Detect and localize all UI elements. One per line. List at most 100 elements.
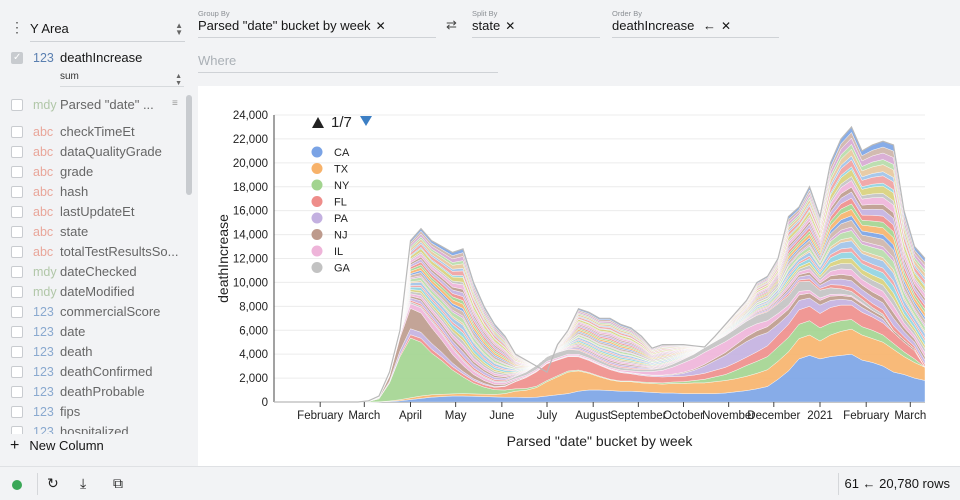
- y-tick-label: 24,000: [233, 110, 268, 122]
- column-checkbox[interactable]: [11, 48, 23, 68]
- y-tick-label: 22,000: [233, 134, 268, 146]
- inactive-column-row[interactable]: 123 commercialScore: [0, 302, 186, 322]
- inactive-column-row[interactable]: abc grade: [0, 162, 186, 182]
- column-type: mdy: [33, 265, 57, 279]
- x-tick-label: October: [663, 410, 704, 422]
- inactive-column-row[interactable]: 123 deathProbable: [0, 382, 186, 402]
- y-tick-label: 12,000: [233, 254, 268, 266]
- legend-next-icon[interactable]: [360, 116, 372, 126]
- column-type: abc: [33, 145, 54, 159]
- plugin-selector-label: Y Area: [30, 21, 69, 36]
- column-name: dateChecked: [60, 264, 137, 279]
- new-column-button[interactable]: + New Column: [10, 438, 104, 454]
- column-type: 123: [33, 305, 54, 319]
- column-checkbox[interactable]: [11, 146, 23, 158]
- column-type: abc: [33, 125, 54, 139]
- where-input[interactable]: Where: [198, 51, 498, 73]
- column-checkbox[interactable]: [11, 126, 23, 138]
- drag-handle-icon[interactable]: ≡: [172, 98, 178, 109]
- sort-direction-icon[interactable]: ←: [703, 18, 717, 33]
- download-icon[interactable]: ⤓: [80, 475, 87, 491]
- swap-axes-icon[interactable]: ⇄: [446, 17, 457, 32]
- split-by-field[interactable]: state ✕: [472, 16, 600, 38]
- column-checkbox[interactable]: [11, 346, 23, 358]
- inactive-column-row[interactable]: 123 death: [0, 342, 186, 362]
- inactive-column-row[interactable]: abc state: [0, 222, 186, 242]
- column-checkbox[interactable]: [11, 206, 23, 218]
- sidebar-scrollbar[interactable]: [186, 95, 192, 195]
- inactive-column-row[interactable]: mdy dateChecked: [0, 262, 186, 282]
- column-checkbox[interactable]: [11, 426, 23, 434]
- column-checkbox[interactable]: [11, 266, 23, 278]
- column-type: 123: [33, 425, 54, 434]
- y-tick-label: 8,000: [239, 301, 268, 313]
- active-column-row[interactable]: 123 deathIncrease: [0, 48, 192, 68]
- legend-swatch: [311, 163, 323, 174]
- column-checkbox[interactable]: [11, 366, 23, 378]
- y-tick-label: 4,000: [239, 349, 268, 361]
- legend-swatch: [311, 212, 323, 224]
- order-by-field[interactable]: deathIncrease ← ✕: [612, 16, 779, 38]
- inactive-column-row[interactable]: 123 fips: [0, 402, 186, 422]
- copy-icon[interactable]: ⧉: [113, 475, 123, 491]
- column-checkbox[interactable]: [11, 306, 23, 318]
- remove-icon[interactable]: ✕: [375, 19, 386, 33]
- column-checkbox[interactable]: [11, 286, 23, 298]
- plugin-selector[interactable]: Y Area ▲ ▼: [30, 20, 185, 42]
- column-name: Parsed "date" ...: [60, 97, 154, 112]
- column-name: hash: [60, 184, 89, 199]
- column-checkbox[interactable]: [11, 386, 23, 398]
- inactive-column-row[interactable]: 123 date: [0, 322, 186, 342]
- divider: [838, 473, 839, 495]
- inactive-column-row[interactable]: abc hash: [0, 182, 186, 202]
- y-tick-label: 16,000: [233, 206, 268, 218]
- inactive-column-row[interactable]: abc lastUpdateEt: [0, 202, 186, 222]
- inactive-column-row[interactable]: 123 deathConfirmed: [0, 362, 186, 382]
- legend-prev-icon[interactable]: [312, 117, 324, 128]
- legend-item-label: FL: [334, 197, 347, 209]
- column-type: abc: [33, 205, 54, 219]
- column-checkbox[interactable]: [11, 186, 23, 198]
- group-by-field[interactable]: Parsed "date" bucket by week ✕: [198, 16, 436, 38]
- column-name: fips: [60, 404, 81, 419]
- column-checkbox[interactable]: [11, 99, 23, 111]
- legend-swatch: [311, 245, 323, 257]
- y-axis-label: deathIncrease: [215, 214, 231, 303]
- x-tick-label: 2021: [807, 410, 833, 422]
- reset-icon[interactable]: ↻: [47, 475, 59, 491]
- y-tick-label: 18,000: [233, 182, 268, 194]
- column-checkbox[interactable]: [11, 246, 23, 258]
- inactive-column-row[interactable]: 123 hospitalized: [0, 422, 186, 434]
- column-name: hospitalized: [60, 424, 129, 434]
- column-type: 123: [33, 325, 54, 339]
- x-tick-label: June: [489, 410, 514, 422]
- column-name: commercialScore: [60, 304, 161, 319]
- kebab-menu-icon[interactable]: ⋮: [10, 19, 24, 35]
- column-name: death: [60, 344, 93, 359]
- column-checkbox[interactable]: [11, 406, 23, 418]
- column-type: 123: [33, 51, 54, 65]
- remove-icon[interactable]: ✕: [505, 19, 516, 33]
- column-checkbox[interactable]: [11, 326, 23, 338]
- x-tick-label: September: [610, 410, 666, 422]
- inactive-column-row[interactable]: abc checkTimeEt: [0, 122, 186, 142]
- aggregate-selector[interactable]: sum ▲ ▼: [60, 69, 184, 87]
- x-tick-label: February: [297, 410, 343, 422]
- column-name: dataQualityGrade: [60, 144, 162, 159]
- column-type: mdy: [33, 285, 57, 299]
- x-tick-label: November: [702, 410, 755, 422]
- legend-page-label: 1/7: [331, 114, 352, 131]
- inactive-column-row[interactable]: mdy Parsed "date" ... ≡: [0, 95, 192, 115]
- legend-item-label: TX: [334, 164, 349, 176]
- legend-item-label: NY: [334, 180, 350, 192]
- y-tick-label: 2,000: [239, 373, 268, 385]
- inactive-column-row[interactable]: abc dataQualityGrade: [0, 142, 186, 162]
- remove-icon[interactable]: ✕: [721, 19, 732, 33]
- inactive-column-row[interactable]: abc totalTestResultsSo...: [0, 242, 186, 262]
- y-tick-label: 0: [262, 397, 268, 409]
- column-name: deathProbable: [60, 384, 145, 399]
- column-checkbox[interactable]: [11, 226, 23, 238]
- column-checkbox[interactable]: [11, 166, 23, 178]
- inactive-column-row[interactable]: mdy dateModified: [0, 282, 186, 302]
- x-tick-label: April: [399, 410, 422, 422]
